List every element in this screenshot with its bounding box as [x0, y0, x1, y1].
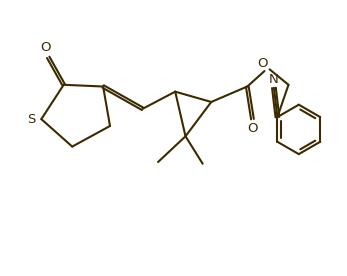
- Text: O: O: [40, 41, 51, 54]
- Text: O: O: [247, 122, 258, 135]
- Text: S: S: [27, 113, 36, 126]
- Text: N: N: [269, 73, 279, 86]
- Text: O: O: [257, 57, 268, 70]
